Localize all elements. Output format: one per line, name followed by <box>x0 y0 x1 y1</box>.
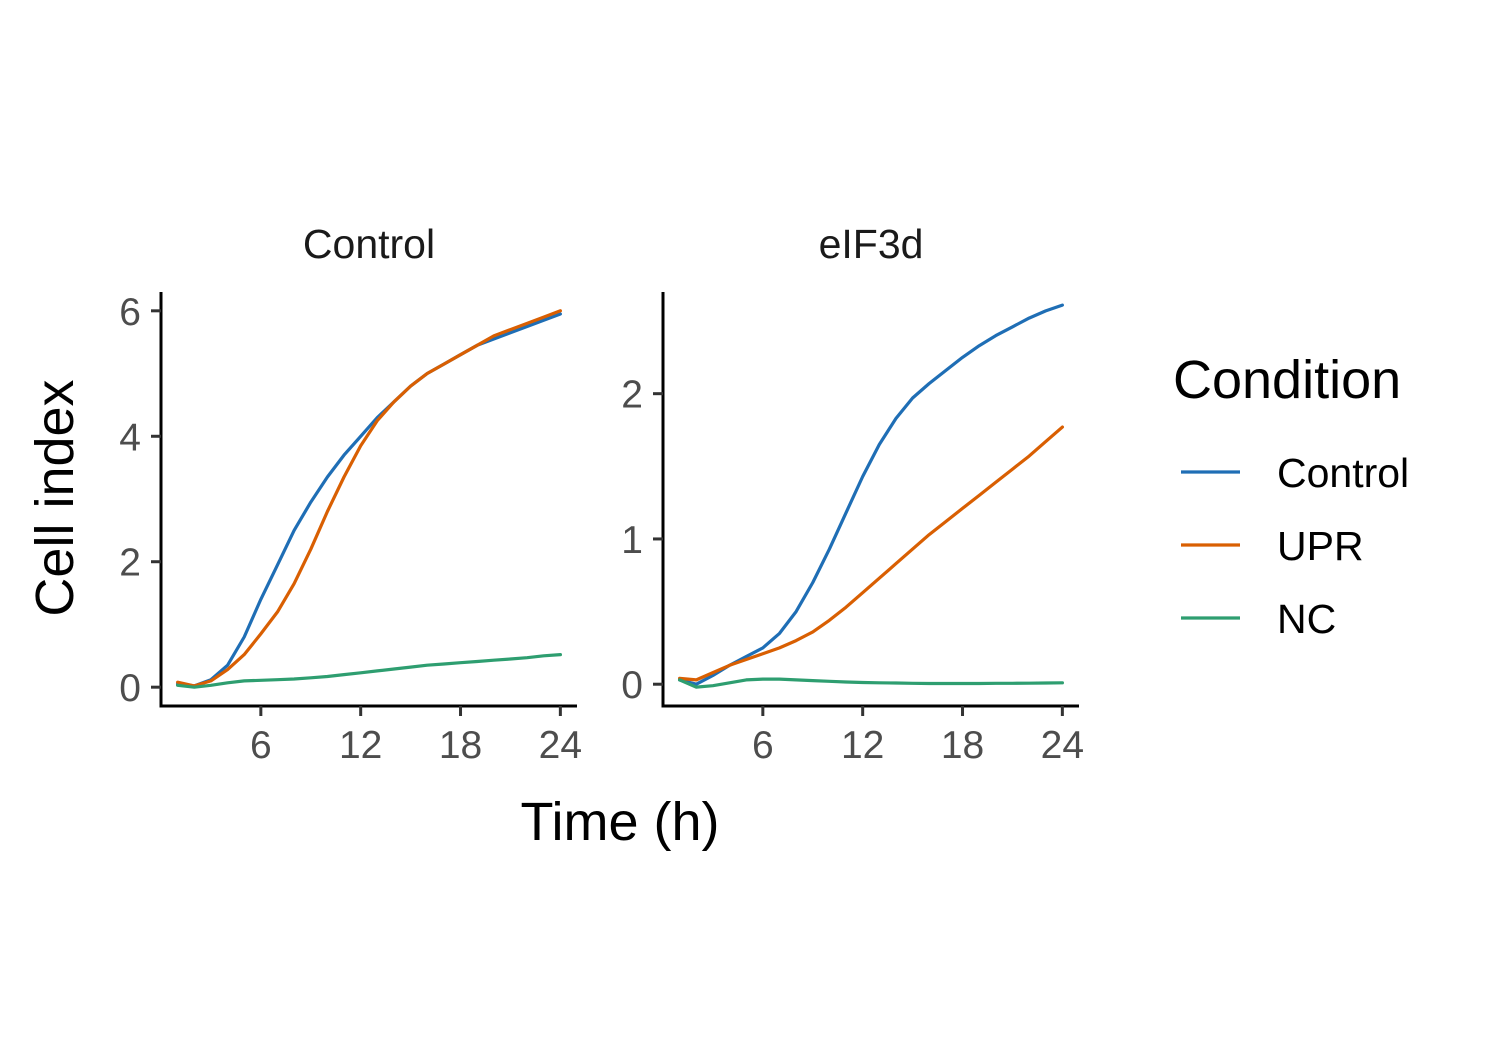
series-line-control <box>677 303 1065 686</box>
y-tick-label: 6 <box>119 291 141 334</box>
x-tick-label: 24 <box>1041 724 1084 767</box>
facet-title: eIF3d <box>819 221 924 267</box>
y-tick-label: 0 <box>621 664 643 707</box>
series-line-nc <box>176 652 563 689</box>
y-tick-label: 2 <box>119 542 141 585</box>
legend-label-nc: NC <box>1277 596 1336 642</box>
series-line-upr <box>176 309 563 688</box>
y-axis-title: Cell index <box>25 379 85 616</box>
series-line-control <box>176 312 563 688</box>
legend-label-upr: UPR <box>1277 523 1364 569</box>
series-line-nc <box>677 677 1065 689</box>
facet-title: Control <box>303 221 435 267</box>
x-tick-label: 6 <box>752 724 774 767</box>
y-tick-label: 0 <box>119 667 141 710</box>
x-tick-label: 12 <box>339 724 382 767</box>
x-tick-label: 6 <box>250 724 272 767</box>
y-tick-label: 2 <box>621 374 643 417</box>
x-tick-label: 12 <box>841 724 884 767</box>
x-axis-title: Time (h) <box>521 792 720 852</box>
x-tick-label: 18 <box>439 724 482 767</box>
x-tick-label: 18 <box>941 724 984 767</box>
x-tick-label: 24 <box>539 724 582 767</box>
series-line-upr <box>677 425 1065 682</box>
legend: Condition Control UPR NC <box>1173 350 1409 642</box>
y-tick-label: 4 <box>119 416 141 459</box>
y-tick-label: 1 <box>621 519 643 562</box>
legend-label-control: Control <box>1277 450 1409 496</box>
legend-title: Condition <box>1173 350 1401 410</box>
